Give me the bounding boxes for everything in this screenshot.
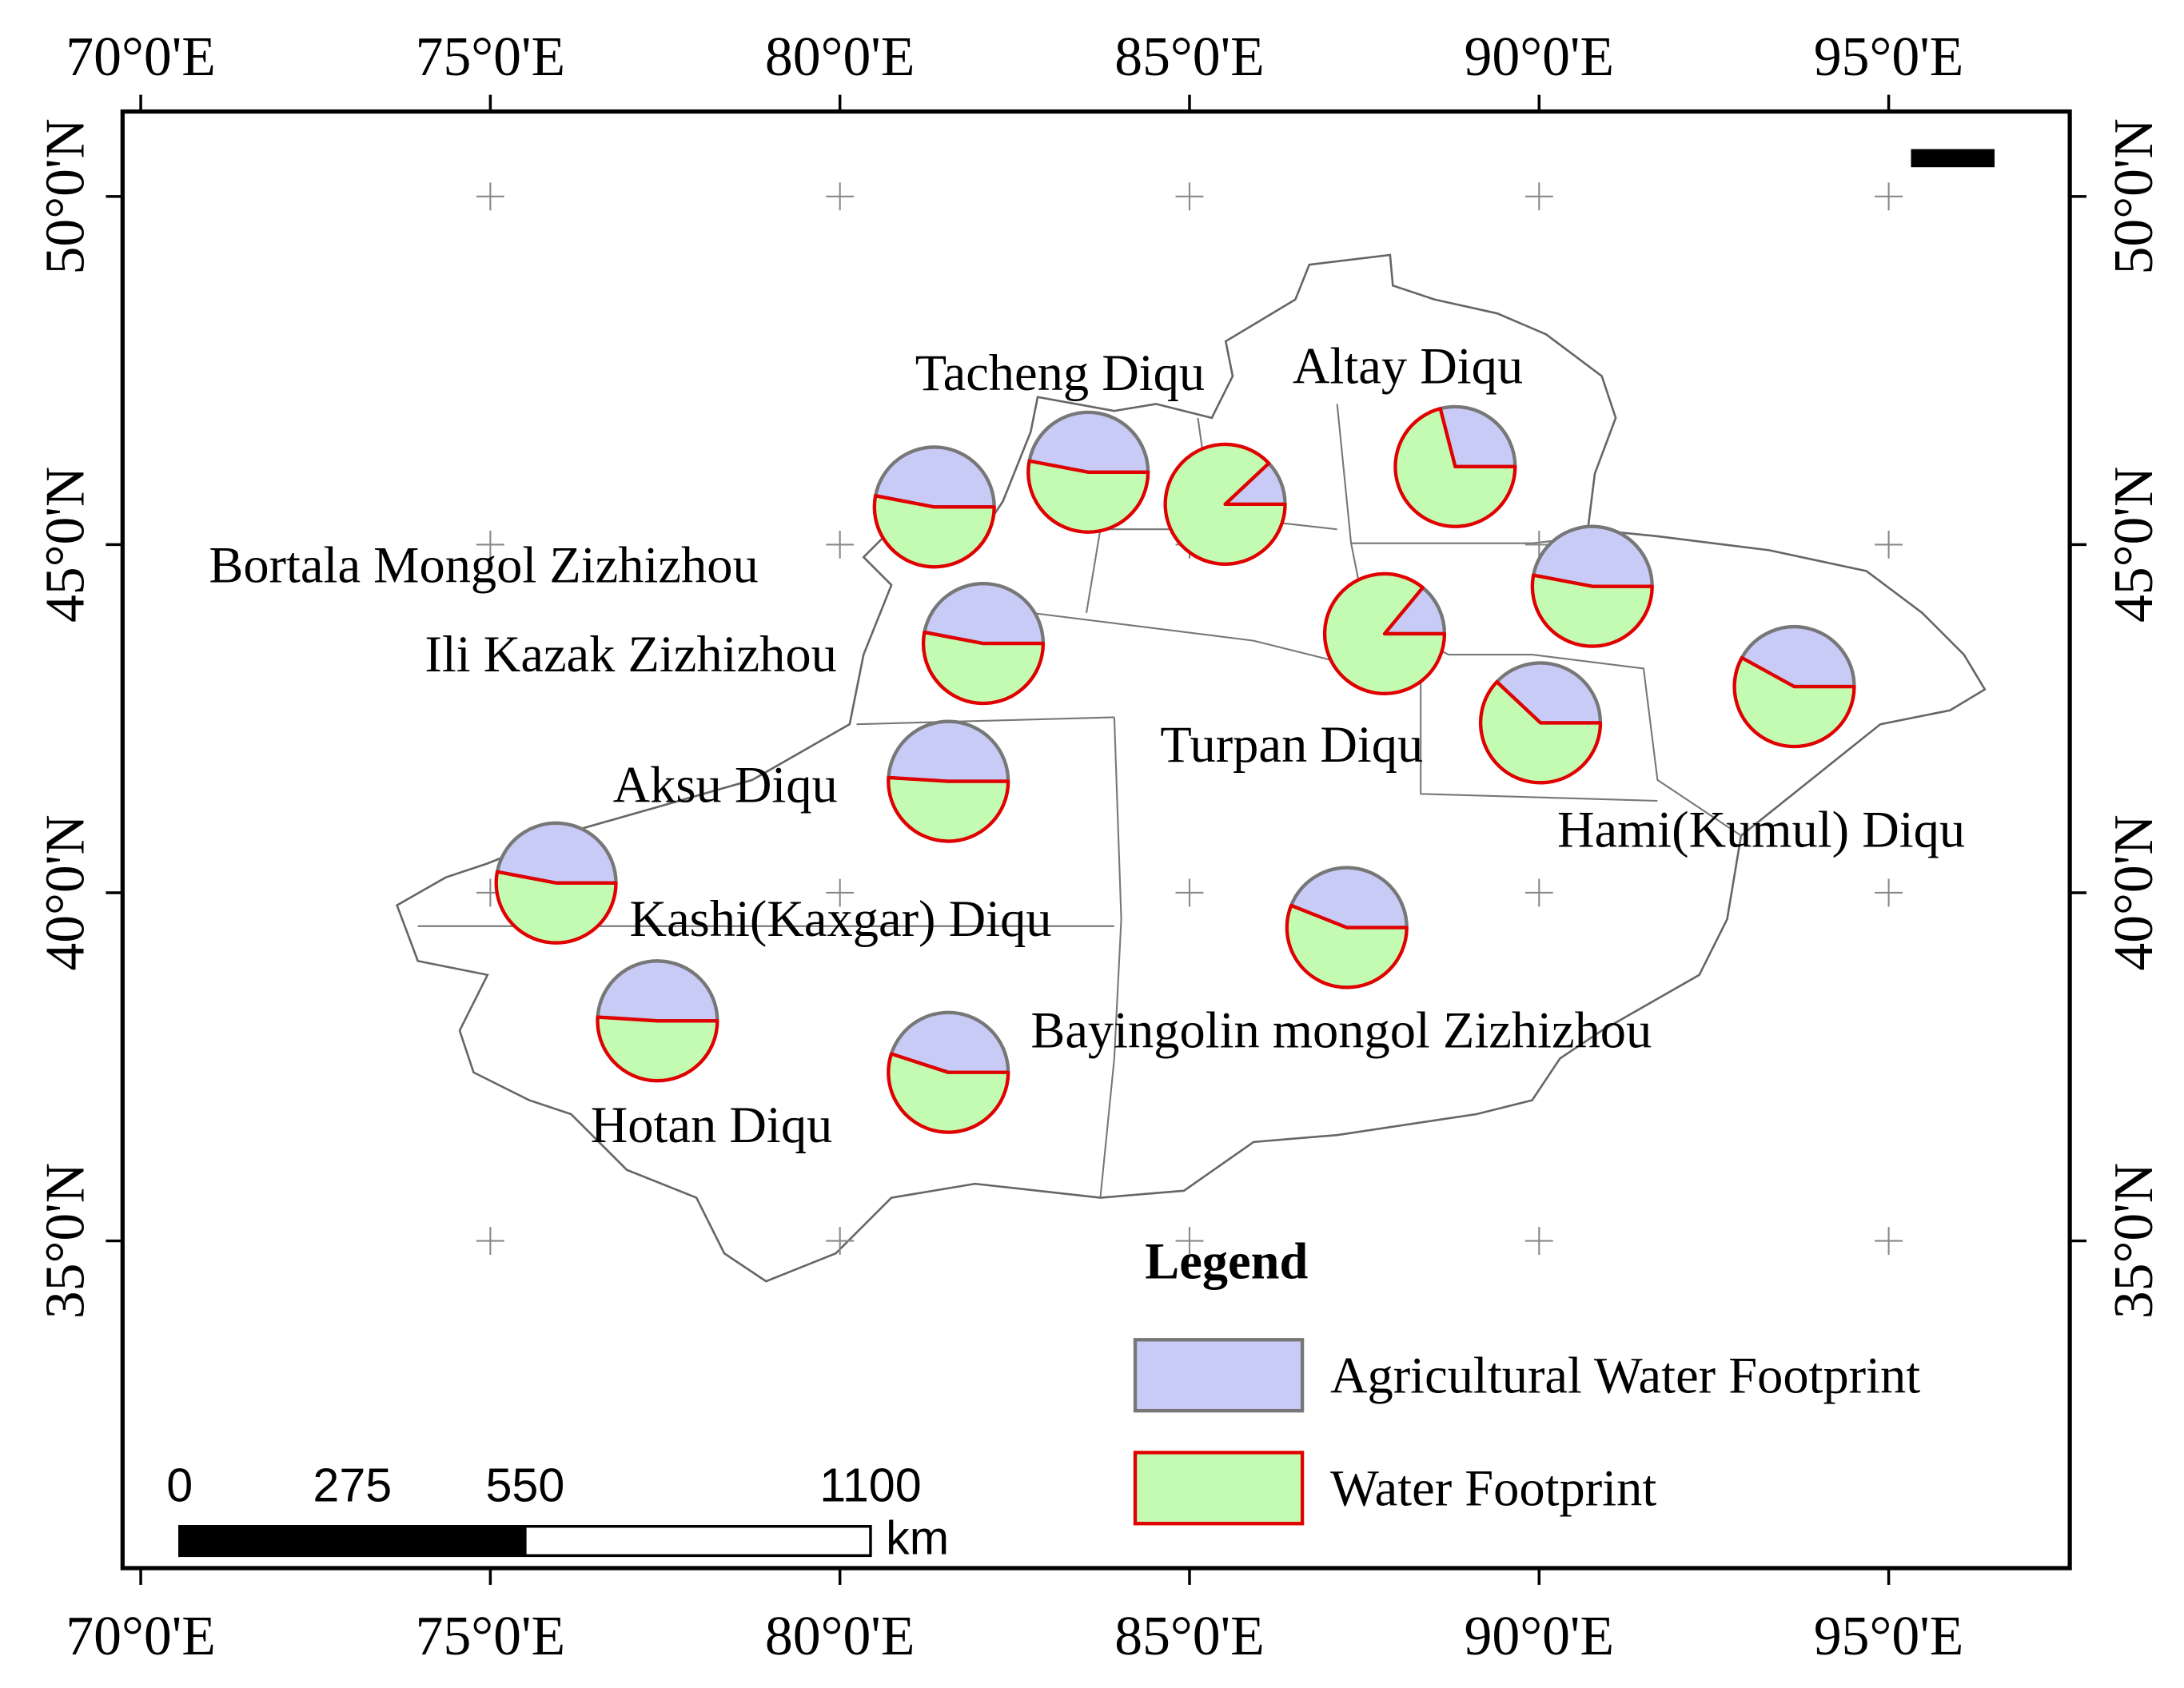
region-label: Tacheng Diqu (915, 344, 1205, 401)
scale-unit: km (886, 1511, 949, 1565)
region-label: Hami(Kumul) Diqu (1557, 801, 1965, 858)
north-marker (1911, 149, 1995, 168)
pie-wedge (1027, 410, 1150, 474)
pie-wedge (887, 1052, 1010, 1134)
pie-wedge (1478, 679, 1603, 785)
scale-segment (178, 1525, 354, 1558)
region-label: Aksu Diqu (613, 757, 838, 814)
scale-label: 550 (485, 1458, 564, 1511)
scale-segment (524, 1525, 872, 1558)
region-label: Kashi(Kaxgar) Diqu (630, 890, 1052, 947)
legend-swatch (1133, 1338, 1305, 1413)
y-tick-label: 45°0'N (35, 467, 97, 623)
pie-wedge (872, 494, 996, 569)
region-label: Bayingolin mongol Zizhizhou (1030, 1001, 1652, 1058)
legend-title: Legend (1145, 1233, 1308, 1290)
x-tick-label: 90°0'E (1465, 26, 1615, 88)
scale-label: 275 (313, 1458, 392, 1511)
legend-label: Water Footprint (1330, 1460, 1656, 1517)
scale-segment (351, 1525, 527, 1558)
region-label: Turpan Diqu (1160, 716, 1423, 773)
region-label: Bortala Mongol Zizhizhou (209, 536, 758, 593)
y-tick-label: 50°0'N (35, 118, 97, 274)
pie-wedge (1026, 459, 1150, 534)
pie-wedge (1438, 404, 1517, 469)
pie-wedge (1495, 661, 1603, 725)
y-tick-label: 40°0'N (35, 814, 97, 970)
pie-wedge (596, 959, 719, 1023)
y-tick-label: 40°0'N (2103, 814, 2165, 970)
region-label: Hotan Diqu (591, 1097, 833, 1153)
x-tick-label: 80°0'E (765, 26, 915, 88)
pie-wedge (887, 719, 1010, 783)
pie-wedge (1732, 655, 1856, 749)
x-tick-label: 95°0'E (1814, 1606, 1964, 1667)
pie-wedge (1322, 571, 1447, 695)
x-tick-label: 85°0'E (1114, 1606, 1265, 1667)
x-tick-label: 70°0'E (66, 26, 216, 88)
pie-wedge (889, 1010, 1010, 1074)
pie-wedge (494, 870, 618, 945)
pie-wedge (1393, 407, 1517, 528)
x-tick-label: 75°0'E (416, 1606, 566, 1667)
pie-wedge (1530, 573, 1654, 648)
legend-label: Agricultural Water Footprint (1330, 1347, 1920, 1403)
y-tick-label: 35°0'N (35, 1163, 97, 1319)
legend: Agricultural Water Footprint Water Footpr… (1133, 1338, 1920, 1526)
region-label: Altay Diqu (1293, 337, 1523, 394)
pie-wedge (923, 582, 1046, 646)
x-tick-label: 75°0'E (416, 26, 566, 88)
x-tick-label: 90°0'E (1465, 1606, 1615, 1667)
map-frame (120, 109, 2072, 1571)
x-tick-label: 80°0'E (765, 1606, 915, 1667)
pie-wedge (873, 445, 996, 509)
y-tick-label: 50°0'N (2103, 118, 2165, 274)
pie-wedge (1382, 586, 1447, 636)
y-tick-label: 45°0'N (2103, 467, 2165, 623)
y-tick-label: 35°0'N (2103, 1163, 2165, 1319)
pie-wedge (921, 630, 1046, 706)
legend-swatch (1133, 1451, 1305, 1526)
pie-wedge (1531, 524, 1654, 588)
scale-label: 0 (166, 1458, 193, 1511)
pie-wedge (887, 775, 1010, 843)
pie-wedge (1289, 866, 1409, 930)
x-tick-label: 85°0'E (1114, 26, 1265, 88)
pie-wedge (495, 821, 618, 885)
pie-wedge (1285, 903, 1409, 989)
x-tick-label: 70°0'E (66, 1606, 216, 1667)
pie-wedge (596, 1015, 719, 1083)
region-label: Ili Kazak Zizhizhou (424, 626, 836, 683)
pie-wedge (1163, 442, 1287, 566)
x-tick-label: 95°0'E (1814, 26, 1964, 88)
scale-label: 1100 (819, 1458, 921, 1511)
